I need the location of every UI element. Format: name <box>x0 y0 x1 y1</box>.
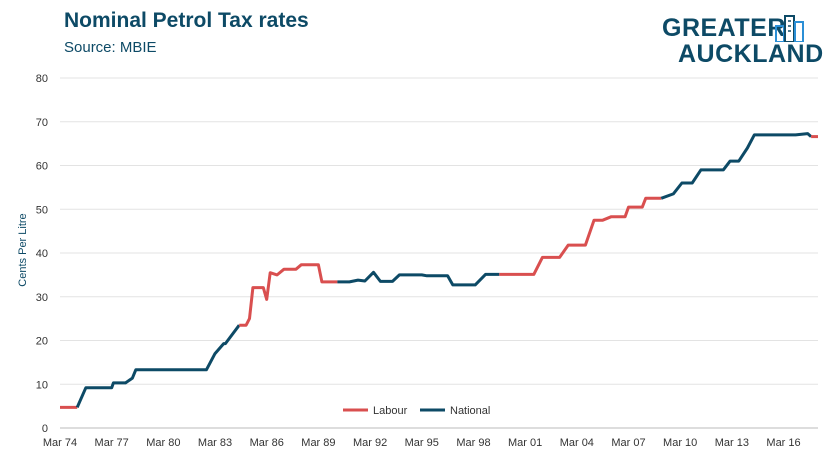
x-tick-label: Mar 16 <box>766 437 800 449</box>
series-line-labour-2 <box>239 263 338 327</box>
series-line-national-3 <box>337 270 500 287</box>
series-line-labour-4 <box>499 196 662 276</box>
x-tick-label: Mar 89 <box>301 437 335 449</box>
legend-label-labour: Labour <box>373 405 408 417</box>
logo-line-2: AUCKLAND <box>678 40 824 68</box>
y-tick-label: 20 <box>36 336 48 348</box>
y-tick-label: 50 <box>36 204 48 216</box>
y-tick-label: 0 <box>42 423 48 435</box>
x-tick-label: Mar 74 <box>43 437 77 449</box>
chart-title: Nominal Petrol Tax rates <box>64 9 309 32</box>
series-lines <box>60 132 818 409</box>
chart-subtitle: Source: MBIE <box>64 39 157 56</box>
x-tick-label: Mar 92 <box>353 437 387 449</box>
x-tick-label: Mar 80 <box>146 437 180 449</box>
skyline-icon <box>775 15 804 42</box>
x-tick-label: Mar 95 <box>405 437 439 449</box>
gridlines <box>60 77 818 429</box>
y-tick-label: 30 <box>36 292 48 304</box>
y-tick-labels: 0 10 20 30 40 50 60 70 80 <box>36 73 48 435</box>
legend-label-national: National <box>450 405 490 417</box>
logo-line-1: GREATER <box>662 14 786 42</box>
x-tick-label: Mar 83 <box>198 437 232 449</box>
y-tick-label: 70 <box>36 117 48 129</box>
x-tick-label: Mar 04 <box>560 437 594 449</box>
x-tick-label: Mar 13 <box>715 437 749 449</box>
x-tick-labels: Mar 74 Mar 77 Mar 80 Mar 83 Mar 86 Mar 89 Mar … <box>43 437 801 449</box>
x-tick-label: Mar 86 <box>250 437 284 449</box>
y-tick-label: 60 <box>36 161 48 173</box>
legend: Labour National <box>343 405 490 417</box>
y-tick-label: 80 <box>36 73 48 85</box>
x-tick-label: Mar 77 <box>95 437 129 449</box>
series-line-national-1 <box>75 324 241 409</box>
series-line-national-5 <box>660 132 813 200</box>
y-tick-label: 10 <box>36 379 48 391</box>
x-tick-label: Mar 07 <box>611 437 645 449</box>
x-tick-label: Mar 10 <box>663 437 697 449</box>
y-axis-label: Cents Per Litre <box>17 213 29 286</box>
y-tick-label: 40 <box>36 248 48 260</box>
greater-auckland-logo: GREATER AUCKLAND <box>662 12 824 68</box>
x-tick-label: Mar 98 <box>456 437 490 449</box>
x-tick-label: Mar 01 <box>508 437 542 449</box>
